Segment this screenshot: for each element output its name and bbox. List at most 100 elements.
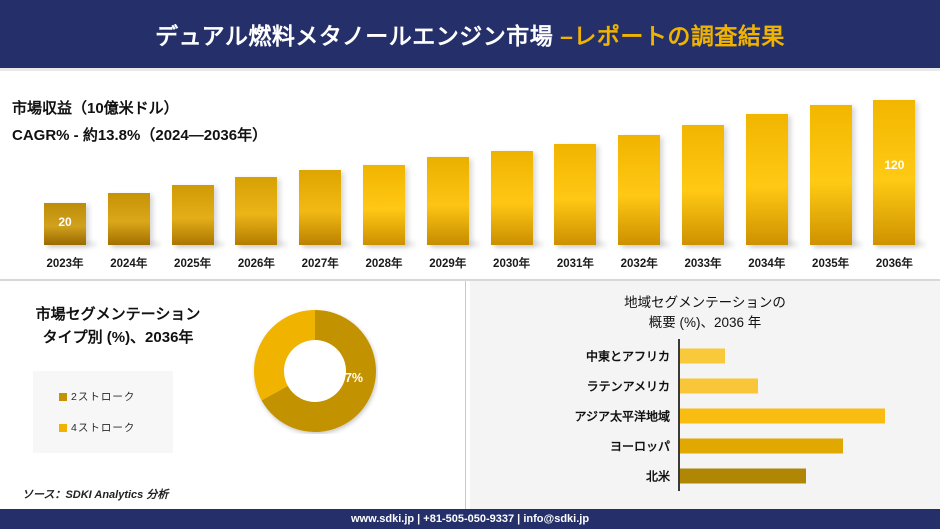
revenue-bar-column [107, 193, 150, 245]
regional-row: 33%アジア太平洋地域 [470, 401, 940, 431]
revenue-bar-column: 120 [873, 100, 916, 245]
revenue-bar-label: 2027年 [301, 258, 339, 270]
section-divider [0, 279, 940, 281]
bar-shadow [686, 242, 734, 249]
revenue-bar [618, 135, 661, 245]
donut-svg [254, 310, 376, 432]
revenue-bar [554, 144, 597, 245]
segmentation-panel: 市場セグメンテーション タイプ別 (%)、2036年 2ストローク 4ストローク [0, 281, 465, 509]
bar-shadow [48, 242, 96, 249]
legend-swatch-icon [59, 392, 67, 401]
legend-item[interactable]: 4ストローク [59, 420, 173, 435]
segmentation-title: 市場セグメンテーション タイプ別 (%)、2036年 [18, 303, 218, 350]
revenue-bar-label: 2025年 [174, 258, 212, 270]
revenue-bar-label: 2032年 [620, 258, 658, 270]
segmentation-title-line1: 市場セグメンテーション [35, 306, 201, 323]
revenue-bar-column [618, 135, 661, 245]
revenue-bar-column [745, 114, 788, 245]
bar-shadow [622, 242, 671, 249]
regional-row: ヨーロッパ [470, 431, 940, 461]
revenue-bar-column [171, 185, 214, 245]
regional-title-line1: 地域セグメンテーションの [624, 295, 786, 310]
legend-label: 4ストローク [71, 422, 136, 434]
regional-bar [680, 468, 806, 484]
revenue-bar: 20 [44, 203, 86, 245]
revenue-bar-label: 2028年 [365, 258, 403, 270]
revenue-chart-panel: 市場収益（10億米ドル） CAGR% - 約13.8%（2024―2036年） … [0, 71, 940, 279]
revenue-caption-line1: 市場収益（10億米ドル） [12, 100, 179, 117]
donut-chart: 67% [252, 308, 378, 434]
regional-panel: 地域セグメンテーションの 概要 (%)、2036 年 中東とアフリカラテンアメリ… [470, 281, 940, 509]
segmentation-title-line2: タイプ別 (%)、2036年 [42, 329, 194, 347]
bar-shadow [813, 242, 862, 249]
legend-item[interactable]: 2ストローク [59, 389, 173, 404]
revenue-bar-label: 2033年 [684, 258, 722, 270]
bar-shadow [367, 242, 415, 249]
header-banner: デュアル燃料メタノールエンジン市場 –レポートの調査結果 [0, 0, 940, 68]
regional-row: 中東とアフリカ [470, 341, 940, 371]
regional-title: 地域セグメンテーションの 概要 (%)、2036 年 [470, 293, 940, 334]
revenue-bar-column [299, 170, 342, 245]
bar-shadow [558, 242, 607, 249]
regional-bar [680, 348, 725, 364]
revenue-bar-label: 2030年 [493, 258, 531, 270]
revenue-bar [745, 114, 788, 245]
revenue-bar [490, 151, 533, 245]
bar-shadow [494, 242, 543, 249]
revenue-bar-label: 2026年 [237, 258, 275, 270]
revenue-bar [682, 125, 724, 245]
donut-percent-label: 67% [338, 371, 364, 385]
revenue-bar-column [554, 144, 597, 245]
regional-bar [680, 408, 885, 424]
source-note: ソース：SDKI Analytics 分析 [22, 489, 169, 501]
revenue-bar [299, 170, 342, 245]
regional-row: 北米 [470, 461, 940, 491]
page-title-accent: –レポートの調査結果 [560, 23, 785, 49]
bar-shadow [175, 242, 224, 249]
legend-swatch-icon [59, 423, 67, 432]
revenue-caption-line2: CAGR% - 約13.8%（2024―2036年） [12, 127, 268, 144]
regional-row-label: ヨーロッパ [609, 439, 670, 454]
page-title-main: デュアル燃料メタノールエンジン市場 [155, 23, 561, 49]
bar-shadow [239, 242, 288, 249]
revenue-bar-column [809, 105, 852, 245]
revenue-bar-label: 2024年 [110, 258, 148, 270]
revenue-bar-column [363, 165, 405, 245]
regional-row-label: ラテンアメリカ [586, 379, 670, 394]
revenue-bar [809, 105, 852, 245]
header-divider [0, 68, 940, 71]
revenue-bar [426, 157, 469, 245]
revenue-bar-label: 2031年 [556, 258, 594, 270]
bar-shadow [430, 242, 479, 249]
revenue-bar [171, 185, 214, 245]
revenue-bar [235, 177, 278, 245]
revenue-bar-column [490, 151, 533, 245]
revenue-bar-column [682, 125, 724, 245]
regional-row-label: アジア太平洋地域 [574, 409, 670, 424]
regional-title-line2: 概要 (%)、2036 年 [648, 315, 762, 331]
regional-axis-line [678, 339, 680, 491]
revenue-bars-container: 2023年 20 2024年 2025年 2026年 2027年 2028年 2029年 203… [0, 71, 940, 279]
segmentation-legend: 2ストローク 4ストローク [33, 371, 173, 453]
revenue-bar-label: 2034年 [748, 258, 786, 270]
regional-bar [680, 378, 758, 394]
bar-shadow [111, 242, 160, 249]
revenue-bar-label: 2029年 [429, 258, 467, 270]
revenue-bar-label: 2035年 [812, 258, 850, 270]
revenue-bar [107, 193, 150, 245]
bar-shadow [749, 242, 798, 249]
page-title: デュアル燃料メタノールエンジン市場 –レポートの調査結果 [155, 17, 785, 51]
regional-row: ラテンアメリカ [470, 371, 940, 401]
bar-shadow [303, 242, 352, 249]
footer-contact-text: www.sdki.jp | +81-505-050-9337 | info@sd… [350, 513, 590, 525]
revenue-bar-label: 2023年 [46, 258, 84, 270]
bar-shadow [877, 242, 926, 249]
legend-label: 2ストローク [71, 391, 136, 403]
regional-bar [680, 438, 843, 454]
footer-bar: www.sdki.jp | +81-505-050-9337 | info@sd… [0, 509, 940, 529]
revenue-bar-value: 120 [884, 158, 905, 172]
revenue-bar [363, 165, 405, 245]
donut-hole [284, 340, 346, 402]
revenue-bar-column: 20 [44, 203, 86, 245]
